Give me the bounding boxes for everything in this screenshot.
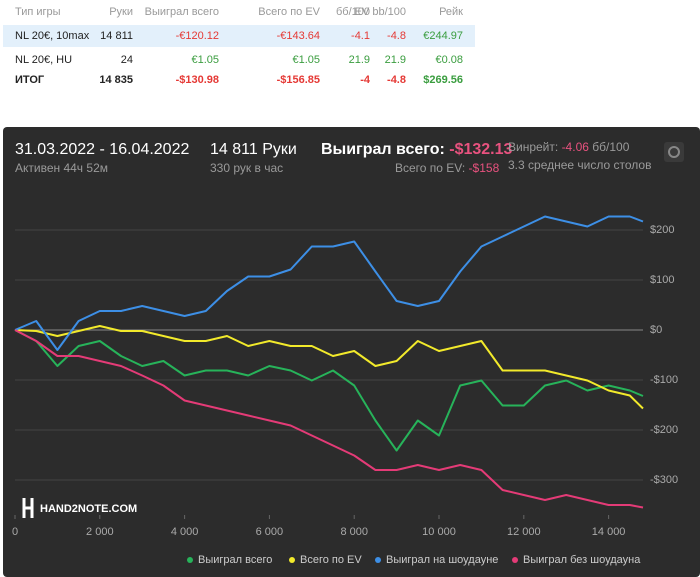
winrate-label: Винрейт: [508, 140, 558, 154]
x-tick-label: 6 000 [256, 526, 284, 538]
x-tick-label: 10 000 [422, 526, 456, 538]
series-line [14, 215, 644, 351]
won-value: -$132.13 [449, 141, 512, 158]
table-cell: €244.97 [423, 30, 463, 42]
row-highlight [3, 25, 475, 47]
legend-swatch [187, 557, 193, 563]
table-cell: -$156.85 [277, 74, 320, 86]
series-line [14, 329, 644, 452]
winrate: Винрейт: -4.06 бб/100 [508, 140, 630, 154]
table-cell: ИТОГ [15, 74, 45, 86]
y-tick-label: -$300 [650, 474, 678, 486]
series-line [14, 329, 644, 509]
y-tick-label: -$100 [650, 374, 678, 386]
table-cell: 14 835 [99, 74, 133, 86]
table-cell: -4.1 [351, 30, 370, 42]
winrate-value: -4.06 [562, 140, 590, 154]
series-line [14, 325, 644, 410]
period: 31.03.2022 - 16.04.2022 [15, 141, 189, 158]
table-cell: €0.08 [435, 54, 463, 66]
x-tick-label: 12 000 [507, 526, 541, 538]
table-cell: -4.8 [387, 30, 406, 42]
hands-rate: 330 рук в час [210, 161, 283, 175]
table-cell: 21.9 [385, 54, 406, 66]
column-header: Руки [109, 6, 133, 18]
ev-value: -$158 [469, 161, 500, 175]
table-cell: -4.8 [387, 74, 406, 86]
gear-icon [668, 146, 680, 158]
winrate-unit: бб/100 [592, 140, 629, 154]
table-cell: €1.05 [292, 54, 320, 66]
column-header: EV bb/100 [355, 6, 406, 18]
x-tick-label: 4 000 [171, 526, 199, 538]
table-cell: NL 20€, HU [15, 54, 72, 66]
table-cell: €1.05 [191, 54, 219, 66]
column-header: Тип игры [15, 6, 61, 18]
table-cell: NL 20€, 10max [15, 30, 90, 42]
logo-icon [22, 498, 34, 518]
active-time: Активен 44ч 52м [15, 161, 108, 175]
table-cell: $269.56 [423, 74, 463, 86]
table-cell: 21.9 [349, 54, 370, 66]
ev-total: Всего по EV: -$158 [395, 161, 500, 175]
won-label: Выиграл всего: [321, 141, 445, 158]
won-total: Выиграл всего: -$132.13 [321, 141, 513, 158]
table-cell: -$130.98 [176, 74, 219, 86]
table-cell: -€120.12 [176, 30, 219, 42]
y-tick-label: -$200 [650, 424, 678, 436]
x-tick-label: 0 [12, 526, 18, 538]
table-cell: 24 [121, 54, 133, 66]
legend-swatch [289, 557, 295, 563]
table-cell: -4 [360, 74, 371, 86]
table-cell: -€143.64 [277, 30, 320, 42]
legend-swatch [512, 557, 518, 563]
y-tick-label: $200 [650, 224, 674, 236]
x-tick-label: 8 000 [340, 526, 368, 538]
y-tick-label: $0 [650, 324, 662, 336]
column-header: Выиграл всего [145, 6, 219, 18]
legend-swatch [375, 557, 381, 563]
settings-button[interactable] [664, 142, 684, 162]
legend-label: Выиграл без шоудауна [523, 554, 641, 566]
column-header: Рейк [439, 6, 463, 18]
hands: 14 811 Руки [210, 141, 297, 158]
ev-label: Всего по EV: [395, 161, 465, 175]
column-header: Всего по EV [258, 6, 320, 18]
legend-label: Всего по EV [300, 554, 362, 566]
y-tick-label: $100 [650, 274, 674, 286]
x-tick-label: 2 000 [86, 526, 114, 538]
legend-label: Выиграл всего [198, 554, 272, 566]
table-cell: 14 811 [100, 30, 133, 42]
avg-tables: 3.3 среднее число столов [508, 158, 651, 172]
legend-label: Выиграл на шоудауне [386, 554, 498, 566]
x-tick-label: 14 000 [592, 526, 626, 538]
column-header: бб/100 [336, 6, 370, 18]
logo: HAND2NOTE.COM [40, 503, 137, 515]
